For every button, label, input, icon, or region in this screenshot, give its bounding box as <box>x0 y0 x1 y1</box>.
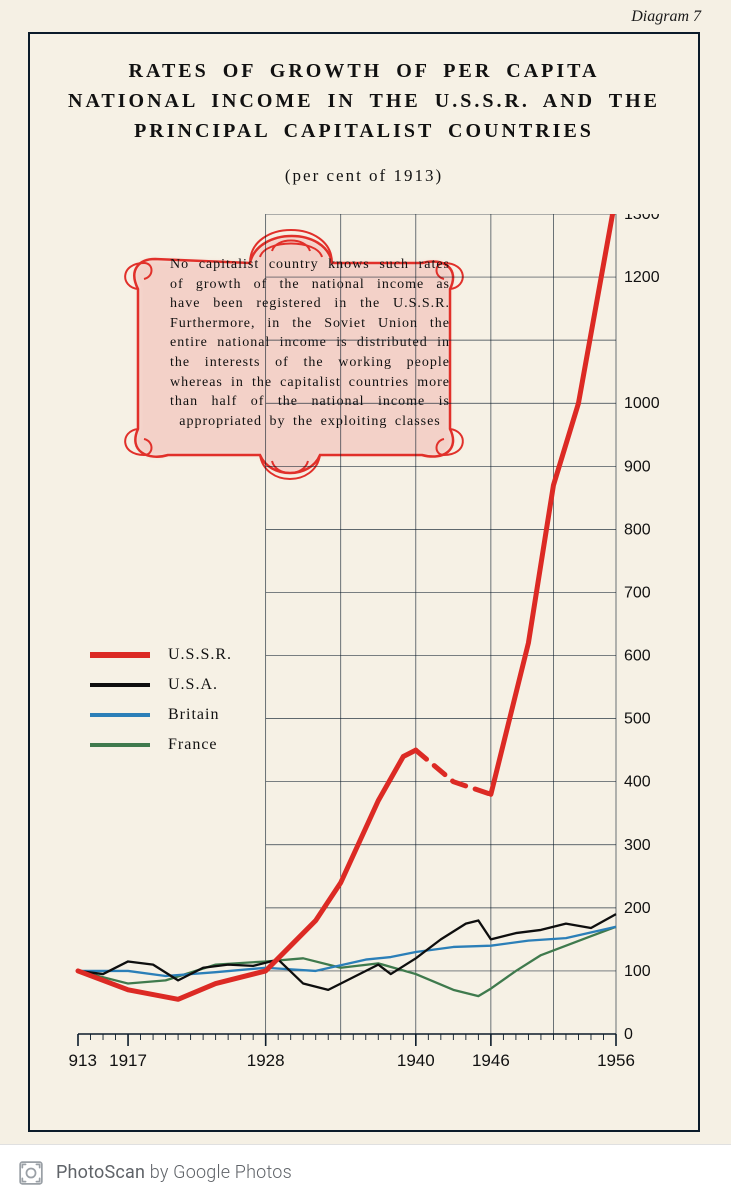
y-tick-label: 800 <box>624 521 651 538</box>
x-tick-label: 1913 <box>68 1051 97 1070</box>
x-tick-label: 1956 <box>597 1051 635 1070</box>
y-tick-label: 600 <box>624 648 651 665</box>
diagram-number: Diagram 7 <box>631 8 701 26</box>
photoscan-attribution: PhotoScan by Google Photos <box>0 1144 731 1200</box>
y-tick-label: 900 <box>624 458 651 475</box>
x-tick-label: 1928 <box>247 1051 285 1070</box>
photoscan-icon <box>18 1160 44 1186</box>
chart-frame: RATES OF GROWTH OF PER CAPITA NATIONAL I… <box>28 32 700 1132</box>
line-chart: 1913 1917 1928 1940 1946 1956 0 100 200 300 400 500… <box>68 214 666 1084</box>
y-tick-label: 0 <box>624 1026 633 1043</box>
y-tick-label: 1300 <box>624 214 660 223</box>
y-tick-label: 400 <box>624 774 651 791</box>
y-tick-label: 200 <box>624 900 651 917</box>
y-tick-label: 100 <box>624 963 651 980</box>
x-tick-label: 1946 <box>472 1051 510 1070</box>
series-france <box>78 927 616 996</box>
y-tick-label: 1000 <box>624 395 660 412</box>
series-usa <box>78 914 616 990</box>
y-tick-label: 700 <box>624 584 651 601</box>
y-tick-label: 500 <box>624 711 651 728</box>
page: Diagram 7 RATES OF GROWTH OF PER CAPITA … <box>0 0 731 1200</box>
chart-subtitle: (per cent of 1913) <box>30 166 698 186</box>
y-tick-label: 300 <box>624 837 651 854</box>
chart-title: RATES OF GROWTH OF PER CAPITA NATIONAL I… <box>60 56 668 146</box>
x-tick-label: 1917 <box>109 1051 147 1070</box>
x-tick-label: 1940 <box>397 1051 435 1070</box>
series-ussr-wartime <box>416 750 491 794</box>
photoscan-text: PhotoScan by Google Photos <box>56 1162 292 1183</box>
y-tick-label: 1200 <box>624 269 660 286</box>
